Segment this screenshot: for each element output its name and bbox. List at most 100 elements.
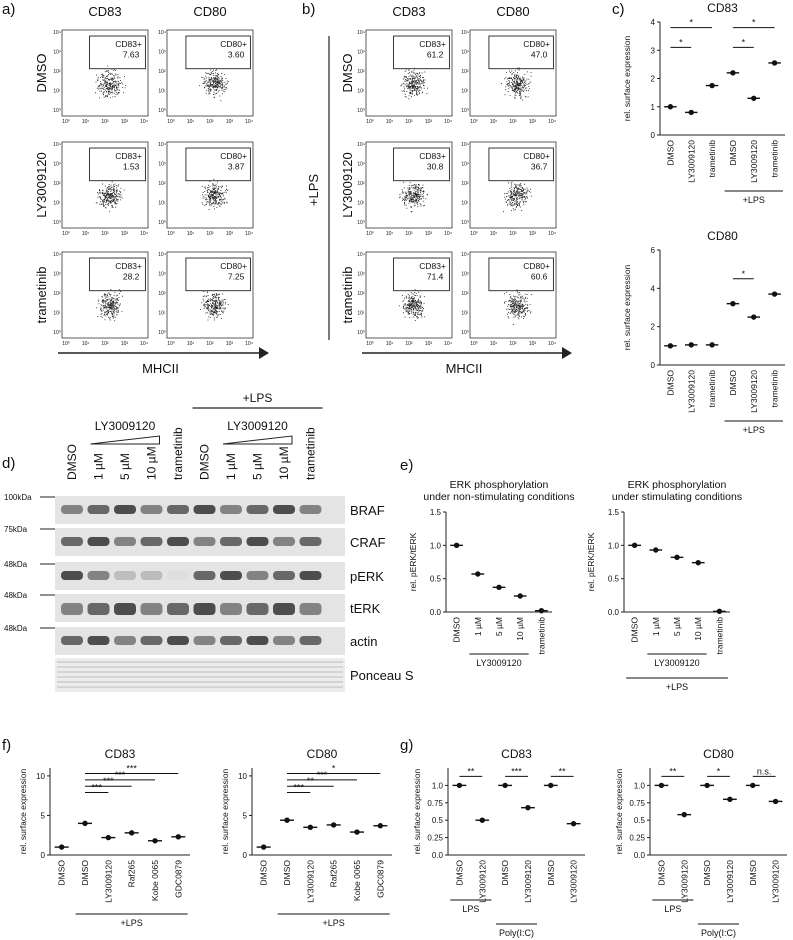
event-dot: [108, 299, 109, 300]
event-dot: [203, 192, 204, 193]
mean-point: [731, 71, 735, 75]
event-dot: [105, 95, 106, 96]
event-dot: [504, 78, 505, 79]
event-dot: [512, 200, 513, 201]
event-dot: [214, 305, 215, 306]
event-dot: [219, 303, 220, 304]
event-dot: [416, 73, 417, 74]
event-dot: [416, 303, 417, 304]
event-dot: [416, 316, 417, 317]
band: [141, 537, 163, 546]
gate-value: 3.60: [228, 50, 245, 60]
event-dot: [109, 306, 110, 307]
event-dot: [212, 191, 213, 192]
event-dot: [507, 84, 508, 85]
event-dot: [510, 202, 511, 203]
event-dot: [213, 184, 214, 185]
event-dot: [206, 78, 207, 79]
event-dot: [115, 317, 116, 318]
event-dot: [517, 84, 518, 85]
event-dot: [415, 320, 416, 321]
event-dot: [410, 87, 411, 88]
event-dot: [519, 67, 520, 68]
event-dot: [210, 317, 211, 318]
event-dot: [100, 198, 101, 199]
x-tick-label: 10³: [226, 231, 234, 237]
x-tick-label: LY3009120: [725, 860, 735, 903]
event-dot: [511, 78, 512, 79]
event-dot: [400, 194, 401, 195]
event-dot: [411, 185, 412, 186]
event-dot: [98, 77, 99, 78]
event-dot: [112, 308, 113, 309]
event-dot: [420, 80, 421, 81]
x-tick-label: 10²: [405, 119, 413, 125]
event-dot: [224, 198, 225, 199]
event-dot: [417, 313, 418, 314]
event-dot: [216, 297, 217, 298]
event-dot: [217, 302, 218, 303]
event-dot: [413, 299, 414, 300]
event-dot: [527, 84, 528, 85]
event-dot: [222, 78, 223, 79]
gate-name: CD80+: [220, 39, 247, 49]
event-dot: [400, 196, 401, 197]
gate-value: 36.7: [531, 162, 548, 172]
event-dot: [120, 199, 121, 200]
event-dot: [410, 92, 411, 93]
event-dot: [403, 192, 404, 193]
band: [167, 636, 189, 645]
event-dot: [207, 305, 208, 306]
gate-name: CD80+: [523, 39, 550, 49]
marker-label: 48kDa: [4, 560, 28, 569]
event-dot: [418, 305, 419, 306]
event-dot: [111, 297, 112, 298]
event-dot: [111, 190, 112, 191]
event-dot: [221, 190, 222, 191]
event-dot: [208, 309, 209, 310]
event-dot: [110, 197, 111, 198]
event-dot: [421, 191, 422, 192]
event-dot: [515, 194, 516, 195]
event-dot: [519, 192, 520, 193]
event-dot: [112, 305, 113, 306]
event-dot: [210, 74, 211, 75]
event-dot: [524, 312, 525, 313]
event-dot: [206, 85, 207, 86]
lane-label: trametinib: [171, 427, 185, 480]
event-dot: [111, 200, 112, 201]
event-dot: [416, 86, 417, 87]
event-dot: [114, 310, 115, 311]
mean-point: [668, 344, 672, 348]
protein-label: CRAF: [350, 535, 385, 550]
event-dot: [100, 192, 101, 193]
event-dot: [99, 196, 100, 197]
event-dot: [417, 95, 418, 96]
event-dot: [109, 91, 110, 92]
y-tick-label: 10⁰: [461, 330, 469, 336]
event-dot: [409, 310, 410, 311]
event-dot: [208, 187, 209, 188]
event-dot: [523, 83, 524, 84]
event-dot: [109, 201, 110, 202]
event-dot: [110, 84, 111, 85]
event-dot: [213, 88, 214, 89]
event-dot: [117, 200, 118, 201]
x-tick-label: 10²: [101, 341, 109, 347]
event-dot: [112, 301, 113, 302]
x-tick-label: trametinib: [707, 370, 717, 408]
band: [300, 505, 322, 514]
event-dot: [114, 306, 115, 307]
event-dot: [525, 88, 526, 89]
event-dot: [117, 77, 118, 78]
event-dot: [118, 193, 119, 194]
event-dot: [410, 198, 411, 199]
event-dot: [213, 80, 214, 81]
event-dot: [105, 312, 106, 313]
event-dot: [216, 87, 217, 88]
event-dot: [408, 191, 409, 192]
mean-point: [59, 845, 63, 849]
event-dot: [117, 89, 118, 90]
event-dot: [519, 185, 520, 186]
